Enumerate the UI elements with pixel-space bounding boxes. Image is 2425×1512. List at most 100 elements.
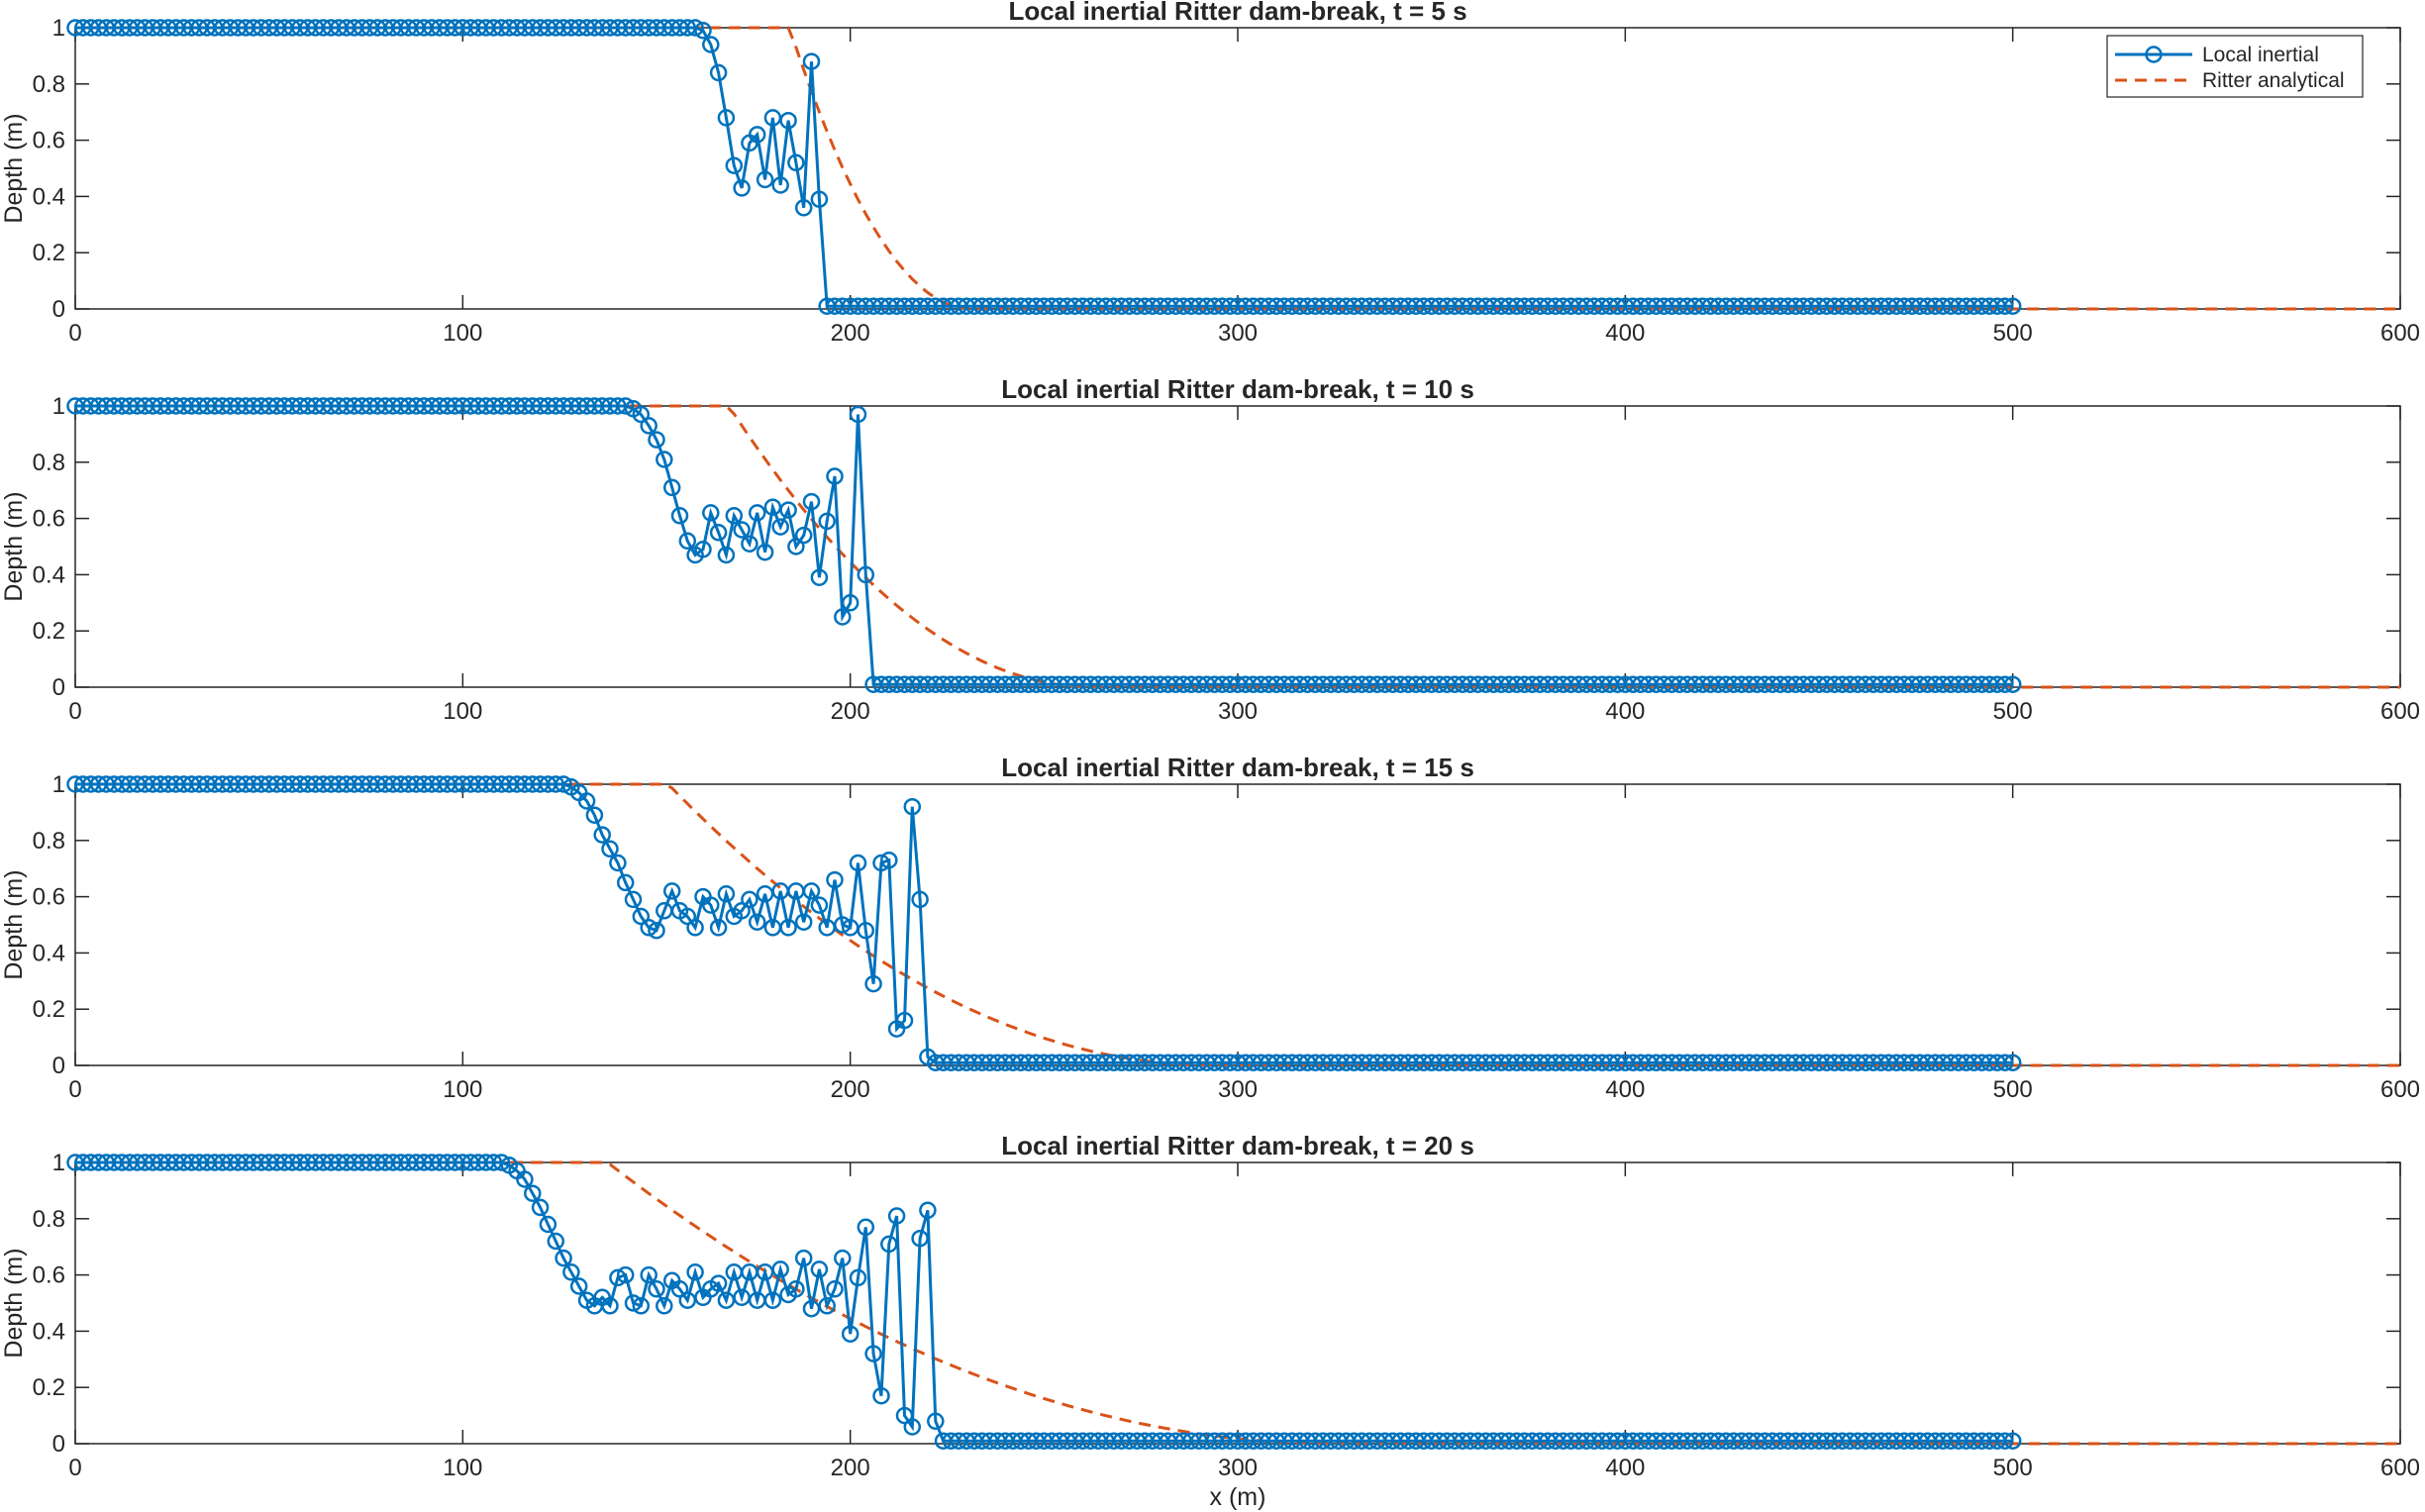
x-tick-label: 200	[831, 698, 870, 725]
x-tick-label: 500	[1993, 1076, 2033, 1103]
local-inertial-point	[748, 913, 766, 931]
local-inertial-point	[841, 594, 859, 612]
x-tick-label: 300	[1218, 698, 1258, 725]
local-inertial-point	[779, 501, 797, 519]
x-tick-label: 100	[443, 1076, 482, 1103]
local-inertial-point	[794, 526, 813, 545]
local-inertial-point	[911, 1229, 929, 1248]
x-tick-label: 100	[443, 320, 482, 347]
y-tick-label: 1	[52, 771, 65, 798]
local-inertial-point	[656, 451, 673, 468]
local-inertial-point	[601, 840, 619, 858]
y-tick-label: 0.4	[33, 1318, 65, 1345]
local-inertial-point	[725, 507, 744, 525]
x-tick-label: 400	[1605, 1455, 1645, 1481]
local-inertial-point	[656, 1297, 673, 1315]
y-tick-label: 1	[52, 15, 65, 42]
local-inertial-point	[927, 1412, 945, 1431]
y-axis-label: Depth (m)	[0, 491, 28, 601]
local-inertial-point	[725, 156, 744, 174]
local-inertial-point	[648, 1280, 665, 1298]
plot-panel-1: 0 100 200 300 400 500 600 0 0.2 0.4 0.6 0.8 1 Local i…	[0, 0, 2420, 347]
local-inertial-point	[648, 921, 665, 940]
y-tick-label: 0.4	[33, 561, 65, 588]
local-inertial-point	[857, 1218, 875, 1237]
local-inertial-point	[802, 52, 821, 70]
plot-area	[74, 27, 2401, 310]
y-tick-label: 1	[52, 1150, 65, 1176]
local-inertial-point	[1996, 1432, 2014, 1450]
local-inertial-point	[609, 1268, 627, 1287]
local-inertial-point	[694, 22, 712, 40]
local-inertial-point	[826, 1280, 844, 1298]
local-inertial-point	[717, 109, 736, 127]
local-inertial-point	[818, 1297, 836, 1315]
local-inertial-point	[794, 1249, 813, 1267]
local-inertial-point	[834, 1249, 852, 1267]
local-inertial-point	[717, 885, 736, 903]
local-inertial-point	[616, 397, 635, 415]
local-inertial-point	[717, 546, 736, 564]
legend-label-local-inertial: Local inertial	[2202, 44, 2319, 66]
local-inertial-point	[616, 873, 635, 892]
x-tick-label: 600	[2380, 320, 2420, 347]
y-tick-label: 0.8	[33, 71, 65, 98]
local-inertial-point	[702, 896, 720, 914]
y-tick-label: 0.8	[33, 1206, 65, 1233]
local-inertial-point	[686, 919, 704, 937]
x-tick-label: 300	[1218, 1076, 1258, 1103]
y-tick-label: 0.4	[33, 940, 65, 966]
local-inertial-point	[872, 854, 890, 872]
local-inertial-point	[787, 153, 805, 172]
x-tick-label: 0	[68, 698, 81, 725]
local-inertial-point	[640, 919, 657, 937]
local-inertial-point	[857, 565, 875, 584]
local-inertial-point	[787, 1280, 805, 1298]
local-inertial-point	[709, 1274, 728, 1292]
local-inertial-point	[810, 190, 829, 208]
y-tick-label: 0	[52, 674, 65, 701]
local-inertial-point	[802, 492, 821, 511]
local-inertial-point	[763, 1291, 782, 1309]
chart-title: Local inertial Ritter dam-break, t = 10 …	[1001, 374, 1474, 404]
x-tick-label: 100	[443, 698, 482, 725]
local-inertial-point	[709, 919, 728, 937]
local-inertial-point	[903, 797, 922, 816]
plot-area	[74, 783, 2401, 1066]
legend-marker-local-inertial	[2145, 46, 2163, 63]
local-inertial-point	[585, 806, 604, 824]
x-tick-label: 0	[68, 320, 81, 347]
x-tick-label: 500	[1993, 320, 2033, 347]
y-tick-label: 0.2	[33, 240, 65, 266]
local-inertial-point	[616, 1265, 635, 1284]
local-inertial-point	[771, 1260, 789, 1278]
local-inertial-point	[794, 913, 813, 931]
local-inertial-point	[632, 405, 651, 424]
y-tick-label: 0	[52, 1431, 65, 1458]
local-inertial-point	[887, 1207, 906, 1225]
local-inertial-point	[531, 1198, 550, 1217]
local-inertial-point	[686, 19, 704, 37]
legend: Local inertial Ritter analytical	[2106, 35, 2364, 98]
y-axis-label: Depth (m)	[0, 869, 28, 979]
local-inertial-point	[1996, 297, 2014, 315]
y-tick-label: 0.6	[33, 128, 65, 154]
x-tick-label: 300	[1218, 320, 1258, 347]
chart-title: Local inertial Ritter dam-break, t = 20 …	[1001, 1131, 1474, 1160]
local-inertial-point	[709, 63, 728, 82]
local-inertial-markers	[66, 397, 2022, 693]
local-inertial-point	[524, 1184, 542, 1202]
local-inertial-point	[555, 775, 572, 793]
local-inertial-point	[849, 854, 867, 872]
chart-title: Local inertial Ritter dam-break, t = 15 …	[1001, 753, 1474, 782]
local-inertial-point	[741, 890, 758, 909]
local-inertial-point	[601, 1297, 619, 1315]
x-tick-label: 500	[1993, 698, 2033, 725]
local-inertial-point	[1996, 675, 2014, 693]
local-inertial-markers	[66, 19, 2022, 315]
local-inertial-point	[640, 1265, 657, 1284]
local-inertial-point	[857, 921, 875, 940]
local-inertial-point	[771, 518, 789, 536]
local-inertial-point	[911, 890, 929, 909]
